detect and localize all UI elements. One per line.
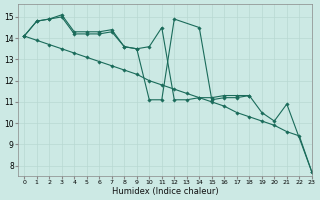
X-axis label: Humidex (Indice chaleur): Humidex (Indice chaleur) [112, 187, 218, 196]
